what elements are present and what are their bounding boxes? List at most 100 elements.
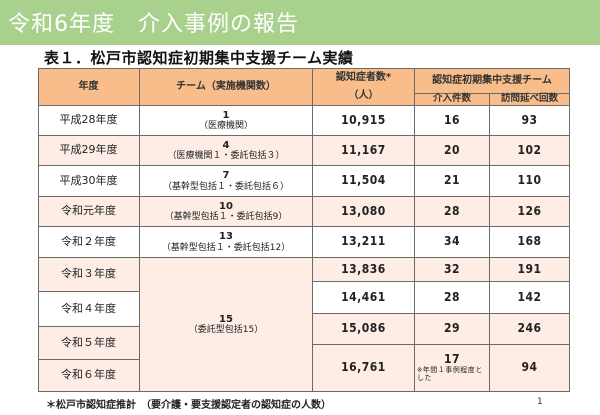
year-text: 令和元年度 (61, 204, 116, 218)
row-year: 平成28年度 (38, 106, 140, 136)
row-visits: 142 (490, 282, 570, 314)
patients-value: 13,080 (341, 203, 386, 218)
visits-value: 93 (521, 112, 538, 127)
patients-value: 13,211 (341, 234, 386, 249)
patients-value: 11,167 (341, 142, 386, 157)
team-detail: （委託型包括15） (188, 325, 264, 336)
row-patients: 10,915 (313, 106, 415, 136)
year-text: 令和２年度 (61, 234, 116, 248)
patients-value: 16,761 (341, 360, 386, 375)
row-team: 10 （基幹型包括１・委託包括9） (140, 197, 313, 227)
row-interventions: 20 (415, 136, 490, 166)
row-patients: 11,167 (313, 136, 415, 166)
visits-value: 246 (517, 321, 542, 336)
patients-value: 13,836 (341, 261, 386, 276)
table-caption: 表１．松戸市認知症初期集中支援チーム実績 (44, 49, 354, 67)
team-count: 13 (219, 231, 233, 243)
row-interventions: 28 (415, 197, 490, 227)
team-detail: （基幹型包括１・委託包括12） (161, 242, 291, 253)
visits-value: 110 (517, 173, 542, 188)
row-year: 令和４年度 (38, 292, 140, 327)
row-year: 令和６年度 (38, 360, 140, 392)
row-year: 令和２年度 (38, 227, 140, 258)
patients-value: 11,504 (341, 173, 386, 188)
row-visits: 168 (490, 227, 570, 258)
row-visits: 102 (490, 136, 570, 166)
row-visits: 110 (490, 166, 570, 197)
row-year: 令和５年度 (38, 327, 140, 360)
row-patients: 16,761 (313, 345, 415, 392)
title-banner: 令和6年度 介入事例の報告 (0, 0, 600, 45)
header-patients: 認知症者数* （人） (313, 68, 415, 106)
row-patients: 15,086 (313, 314, 415, 345)
row-team: 7 （基幹型包括１・委託包括６） (140, 166, 313, 197)
header-visits-label: 訪問延べ回数 (500, 93, 558, 105)
interventions-value: 16 (443, 112, 461, 127)
row-year: 令和元年度 (38, 197, 140, 227)
row-visits: 126 (490, 197, 570, 227)
interventions-value: 29 (443, 321, 461, 336)
year-text: 平成29年度 (59, 143, 118, 157)
year-text: 令和４年度 (61, 301, 116, 315)
header-visits: 訪問延べ回数 (490, 93, 570, 106)
row-team: 13 （基幹型包括１・委託包括12） (140, 227, 313, 258)
visits-value: 191 (517, 261, 542, 276)
team-detail: （医療機関１・委託包括３） (167, 151, 285, 162)
visits-value: 126 (517, 203, 542, 218)
row-patients: 11,504 (313, 166, 415, 197)
merged-team-cell: 15 （委託型包括15） (140, 258, 313, 392)
row-patients: 13,211 (313, 227, 415, 258)
team-count: 7 (222, 170, 230, 182)
row-patients: 13,080 (313, 197, 415, 227)
visits-value: 142 (517, 289, 542, 304)
header-patients-unit: （人） (348, 90, 379, 101)
interventions-value: 21 (443, 173, 461, 188)
team-count: 1 (222, 109, 230, 121)
footnote: ＊松戸市認知症推計 （要介護・要支援認定者の認知症の人数） (46, 400, 331, 411)
interventions-value: 32 (443, 261, 461, 276)
row-interventions: 17 ※年間１事例程度とした (415, 345, 490, 392)
visits-value: 94 (521, 360, 538, 375)
row-interventions: 29 (415, 314, 490, 345)
row-year: 令和３年度 (38, 258, 140, 292)
interventions-value: 28 (443, 203, 461, 218)
header-patients-label: 認知症者数* (335, 71, 392, 83)
header-interventions-label: 介入件数 (432, 93, 471, 105)
year-text: 平成30年度 (59, 173, 118, 187)
interventions-value: 17 (443, 352, 461, 367)
row-visits: 191 (490, 258, 570, 282)
row-interventions: 16 (415, 106, 490, 136)
row-year: 平成30年度 (38, 166, 140, 197)
patients-value: 10,915 (341, 112, 386, 127)
patients-value: 14,461 (341, 289, 386, 304)
row-interventions: 28 (415, 282, 490, 314)
header-interventions: 介入件数 (415, 93, 490, 106)
year-text: 令和６年度 (61, 368, 116, 382)
row-patients: 13,836 (313, 258, 415, 282)
interventions-value: 28 (443, 289, 461, 304)
year-text: 令和３年度 (61, 267, 116, 281)
header-year-label: 年度 (78, 80, 99, 92)
year-text: 令和５年度 (61, 335, 116, 349)
page-number: 1 (537, 397, 543, 407)
interventions-value: 20 (443, 142, 461, 157)
team-count: 4 (222, 139, 230, 151)
header-team-group: 認知症初期集中支援チーム (415, 68, 570, 94)
team-detail: （基幹型包括１・委託包括9） (164, 212, 288, 223)
row-visits: 94 (490, 345, 570, 392)
header-team-label: チーム（実施機関数） (176, 80, 276, 92)
row-team: 4 （医療機関１・委託包括３） (140, 136, 313, 166)
visits-value: 168 (517, 234, 542, 249)
row-visits: 246 (490, 314, 570, 345)
team-detail: （基幹型包括１・委託包括６） (162, 181, 289, 192)
slide-title: 令和6年度 介入事例の報告 (8, 12, 299, 37)
patients-value: 15,086 (341, 321, 386, 336)
row-team: 1 （医療機関） (140, 106, 313, 136)
team-count: 15 (219, 313, 233, 325)
team-count: 10 (219, 200, 233, 212)
row-visits: 93 (490, 106, 570, 136)
interventions-value: 34 (443, 234, 461, 249)
results-table: 年度 チーム（実施機関数） 認知症者数* （人） 認知症初期集中支援チーム 介入… (38, 68, 570, 392)
row-interventions: 32 (415, 258, 490, 282)
row-patients: 14,461 (313, 282, 415, 314)
